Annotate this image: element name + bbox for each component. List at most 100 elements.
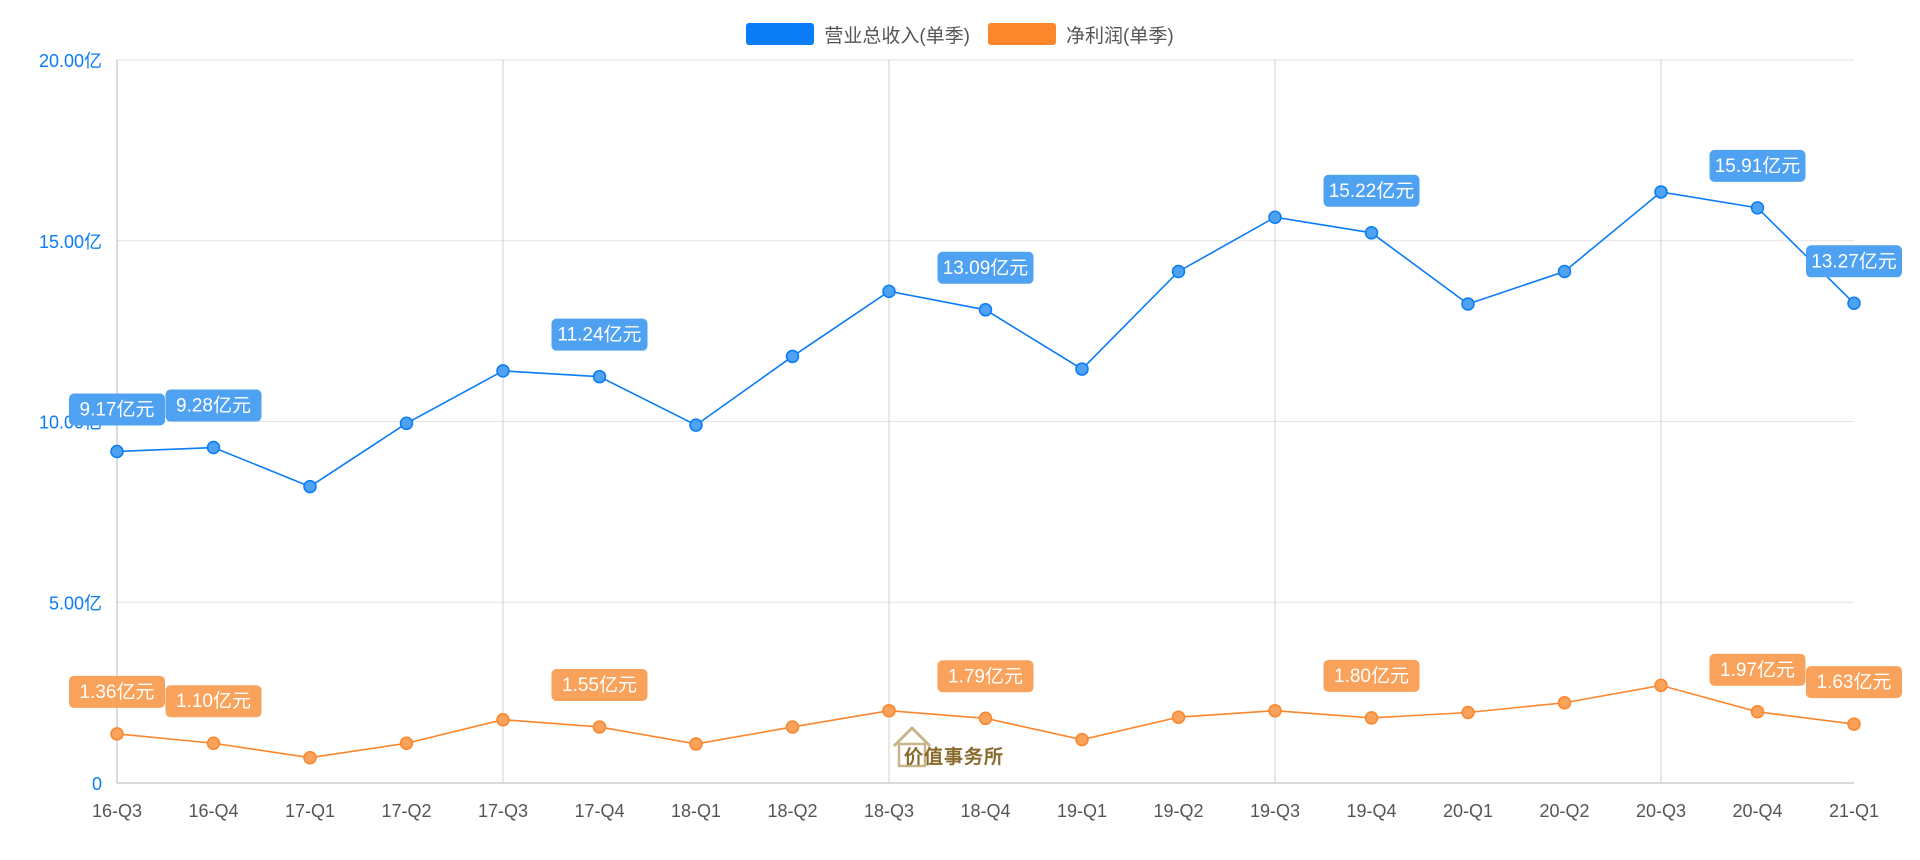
data-point[interactable]: [1171, 264, 1186, 279]
data-point[interactable]: [1847, 296, 1861, 311]
legend-item-revenue[interactable]: 营业总收入(单季): [746, 21, 970, 48]
watermark-text: 价值事务所: [904, 746, 1005, 768]
data-point[interactable]: [689, 418, 703, 432]
data-label: 11.24亿元: [557, 324, 641, 346]
chart-legend: 营业总收入(单季) 净利润(单季): [0, 21, 1920, 47]
data-point[interactable]: [1461, 705, 1475, 720]
data-point[interactable]: [785, 720, 800, 734]
data-point[interactable]: [303, 750, 317, 765]
data-point[interactable]: [1557, 695, 1572, 710]
data-label: 1.80亿元: [1334, 665, 1409, 687]
x-tick-label: 20-Q4: [1732, 801, 1782, 821]
y-tick-label: 5.00亿: [49, 593, 102, 613]
data-label: 1.55亿元: [562, 674, 637, 696]
data-label-box: [1323, 659, 1420, 692]
x-tick-label: 21-Q1: [1829, 801, 1879, 821]
data-point[interactable]: [1268, 703, 1282, 718]
data-point[interactable]: [110, 727, 124, 741]
data-point[interactable]: [206, 736, 221, 750]
data-label-box: [937, 251, 1034, 284]
legend-swatch-profit: [988, 23, 1056, 45]
data-point[interactable]: [785, 349, 800, 364]
data-point[interactable]: [882, 703, 896, 718]
data-label: 13.27亿元: [1811, 250, 1897, 272]
data-label-box: [551, 668, 648, 701]
data-point[interactable]: [206, 440, 221, 455]
data-point[interactable]: [689, 737, 703, 751]
data-point[interactable]: [592, 369, 607, 384]
data-label: 9.28亿元: [176, 395, 251, 417]
data-point[interactable]: [978, 711, 993, 726]
data-point[interactable]: [882, 284, 896, 299]
data-label: 13.09亿元: [943, 257, 1029, 279]
x-tick-label: 16-Q3: [92, 801, 142, 821]
y-tick-label: 0: [92, 774, 102, 794]
axes: 05.00亿10.00亿15.00亿20.00亿16-Q316-Q417-Q11…: [39, 51, 1879, 821]
data-point[interactable]: [1847, 717, 1861, 731]
data-point[interactable]: [303, 479, 317, 494]
data-point[interactable]: [1171, 710, 1186, 724]
x-tick-label: 16-Q4: [188, 801, 238, 821]
x-tick-label: 19-Q4: [1346, 801, 1396, 821]
x-tick-label: 17-Q4: [574, 801, 624, 821]
x-tick-label: 18-Q4: [960, 801, 1010, 821]
data-label-box: [1709, 149, 1806, 182]
x-tick-label: 20-Q1: [1443, 801, 1493, 821]
legend-item-profit[interactable]: 净利润(单季): [988, 21, 1174, 48]
data-label: 1.63亿元: [1817, 671, 1892, 693]
data-label-box: [551, 318, 648, 351]
data-point[interactable]: [1750, 201, 1765, 215]
data-point[interactable]: [1750, 705, 1765, 719]
data-point[interactable]: [978, 303, 993, 317]
data-label: 9.17亿元: [80, 399, 155, 421]
data-point[interactable]: [592, 720, 607, 734]
data-point[interactable]: [1557, 264, 1572, 279]
x-tick-label: 17-Q1: [285, 801, 335, 821]
data-point[interactable]: [1654, 185, 1668, 199]
series-points: [110, 185, 1861, 765]
y-tick-label: 15.00亿: [39, 232, 102, 252]
data-label-box: [165, 685, 262, 718]
data-label: 1.97亿元: [1720, 659, 1795, 681]
x-tick-label: 19-Q1: [1057, 801, 1107, 821]
data-label: 1.10亿元: [176, 690, 251, 712]
data-point[interactable]: [1461, 297, 1475, 311]
x-tick-label: 17-Q3: [478, 801, 528, 821]
x-tick-label: 18-Q3: [864, 801, 914, 821]
data-point[interactable]: [1075, 732, 1089, 747]
data-label-box: [1709, 653, 1806, 686]
data-point[interactable]: [1364, 226, 1379, 240]
data-point[interactable]: [1075, 362, 1089, 376]
data-point[interactable]: [1364, 711, 1379, 725]
data-point[interactable]: [1654, 678, 1668, 693]
data-labels: 9.17亿元 9.28亿元 11.24亿元 13.09亿元 15.22亿元 15.91亿元…: [69, 149, 1902, 718]
legend-swatch-revenue: [746, 23, 815, 45]
x-tick-label: 18-Q2: [767, 801, 817, 821]
house-logo-icon: [892, 725, 932, 768]
data-label: 15.91亿元: [1715, 155, 1801, 177]
data-label: 15.22亿元: [1329, 180, 1415, 202]
data-point[interactable]: [399, 416, 414, 431]
data-point[interactable]: [496, 364, 510, 378]
x-tick-label: 17-Q2: [381, 801, 431, 821]
series-line-0: [116, 191, 1855, 488]
legend-label-revenue: 营业总收入(单季): [824, 25, 970, 47]
data-label-box: [69, 393, 165, 426]
data-point[interactable]: [110, 444, 124, 459]
data-point[interactable]: [496, 712, 510, 727]
x-tick-label: 20-Q2: [1539, 801, 1589, 821]
data-point[interactable]: [1268, 210, 1282, 225]
data-point[interactable]: [399, 736, 414, 750]
x-tick-label: 20-Q3: [1636, 801, 1686, 821]
data-label-box: [1806, 666, 1902, 699]
x-tick-label: 19-Q3: [1250, 801, 1300, 821]
x-tick-label: 18-Q1: [671, 801, 721, 821]
data-label-box: [165, 389, 262, 422]
data-label-box: [937, 660, 1034, 693]
watermark-logo: 价值事务所: [890, 722, 1010, 772]
data-label-box: [69, 675, 165, 708]
legend-label-profit: 净利润(单季): [1066, 25, 1174, 47]
x-tick-label: 19-Q2: [1153, 801, 1203, 821]
y-tick-label: 20.00亿: [39, 51, 102, 71]
